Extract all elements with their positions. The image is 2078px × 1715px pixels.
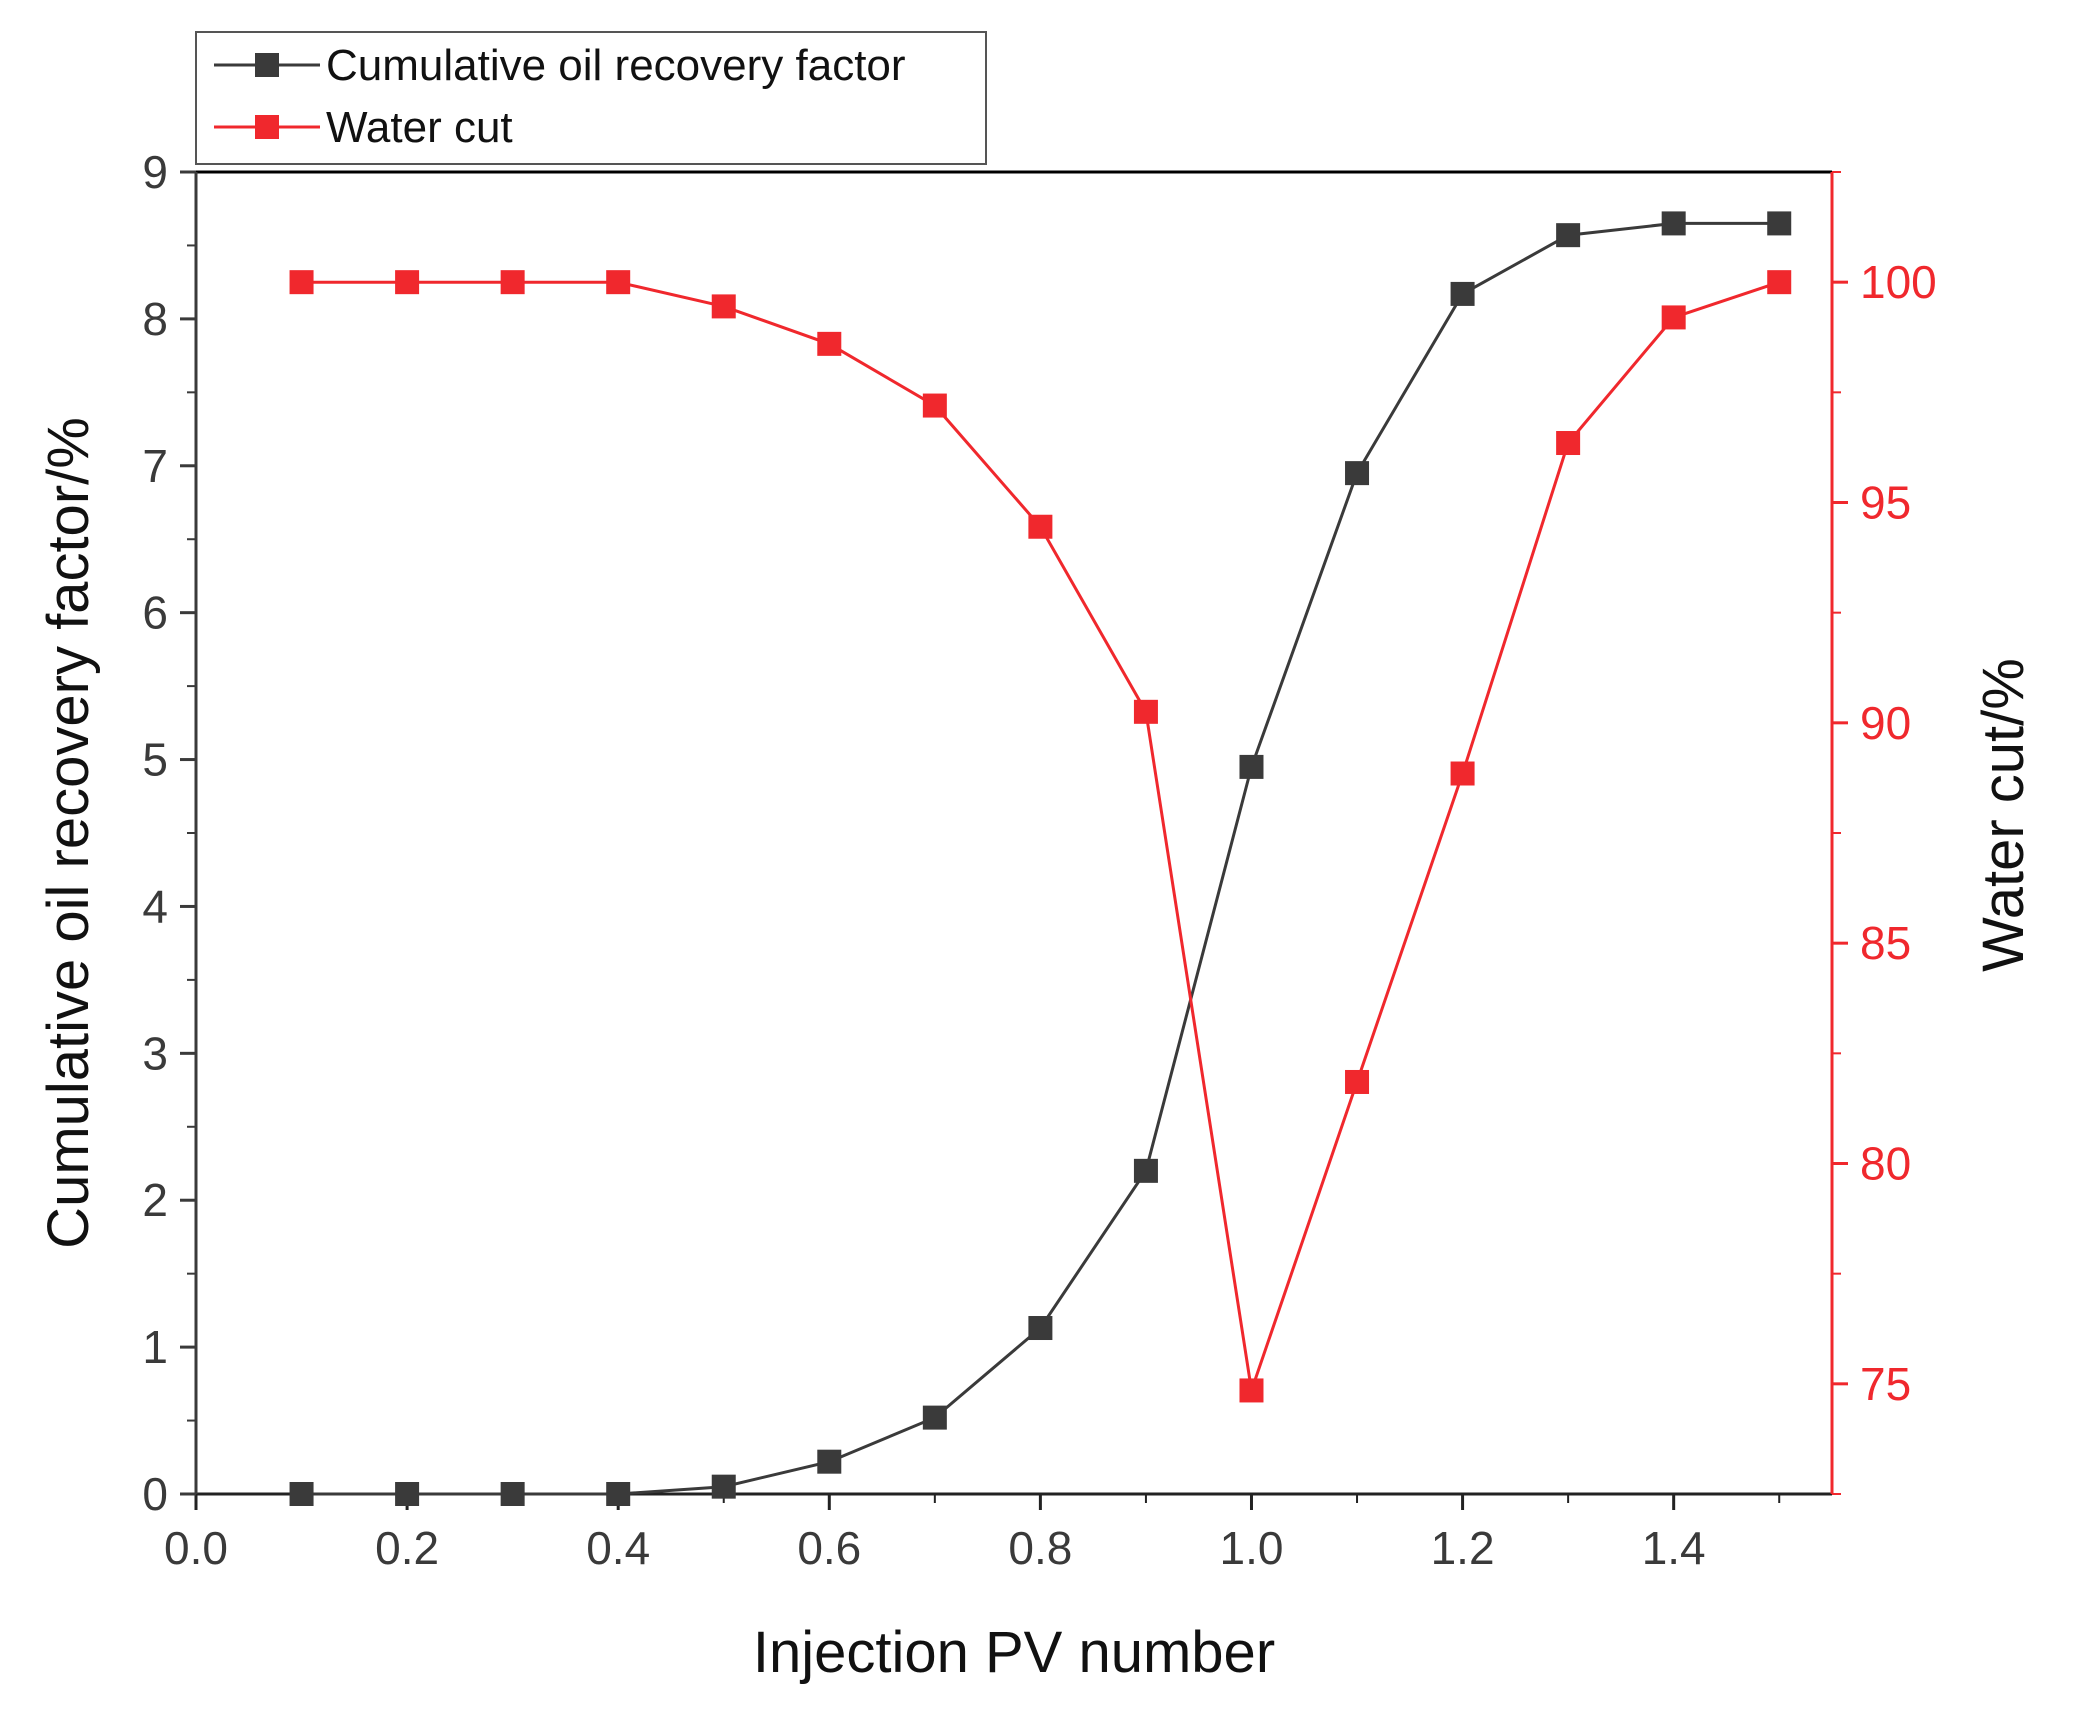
series-1-point	[817, 331, 842, 356]
x-tick-label: 1.0	[1220, 1522, 1284, 1574]
series-0-point	[1345, 461, 1370, 486]
series-1-point	[1661, 305, 1686, 330]
series-0-point	[1239, 754, 1264, 779]
series-1-point	[1133, 699, 1158, 724]
series-0-point	[817, 1449, 842, 1474]
series-0-point	[1133, 1158, 1158, 1183]
series-0-point	[1556, 223, 1581, 248]
series-0-point	[1767, 211, 1792, 236]
legend-label-water-cut: Water cut	[326, 103, 513, 152]
y-tick-label: 3	[142, 1027, 168, 1079]
series-1-point	[500, 270, 525, 295]
x-axis-title: Injection PV number	[753, 1620, 1275, 1685]
series-0-point	[922, 1405, 947, 1430]
series-0-point	[500, 1482, 525, 1506]
y-tick-label: 9	[142, 146, 168, 198]
left-axis-ticks: 0 1 2 3 4 5 6 7 8 9	[142, 146, 196, 1520]
legend-marker-oil-recovery	[255, 53, 279, 77]
y-tick-label: 8	[142, 293, 168, 345]
x-tick-label: 0.8	[1008, 1522, 1072, 1574]
series-layer	[289, 211, 1792, 1506]
series-0-point	[1028, 1316, 1053, 1341]
x-tick-label: 0.0	[164, 1522, 228, 1574]
y2-tick-label: 95	[1860, 477, 1911, 529]
x-axis-ticks: 0.0 0.2 0.4 0.6 0.8 1.0 1.2 1.4	[164, 1494, 1781, 1574]
series-1-point	[1239, 1378, 1264, 1403]
series-0-point	[289, 1482, 314, 1506]
series-1-point	[1345, 1069, 1370, 1094]
x-tick-label: 0.4	[586, 1522, 650, 1574]
series-1-point	[1450, 761, 1475, 786]
series-0-point	[1450, 281, 1475, 306]
y2-tick-label: 85	[1860, 917, 1911, 969]
y-tick-label: 6	[142, 587, 168, 639]
y-tick-label: 4	[142, 880, 168, 932]
series-line-0	[301, 221, 1780, 1496]
right-axis-ticks: 75 80 85 90 95 100	[1832, 171, 1937, 1495]
series-0-point	[711, 1474, 736, 1499]
series-1-point	[922, 393, 947, 418]
x-tick-label: 0.6	[797, 1522, 861, 1574]
x-tick-label: 1.2	[1431, 1522, 1495, 1574]
series-1-point	[1028, 514, 1053, 539]
series-0-point	[606, 1482, 631, 1506]
y-tick-label: 1	[142, 1321, 168, 1373]
series-0-point	[395, 1482, 420, 1506]
legend-label-oil-recovery: Cumulative oil recovery factor	[326, 41, 906, 90]
y2-tick-label: 90	[1860, 697, 1911, 749]
left-axis-title: Cumulative oil recovery factor/%	[36, 417, 101, 1249]
y-tick-label: 7	[142, 440, 168, 492]
y2-tick-label: 100	[1860, 256, 1937, 308]
x-tick-label: 0.2	[375, 1522, 439, 1574]
y-tick-label: 5	[142, 734, 168, 786]
series-1-point	[711, 294, 736, 319]
legend: Cumulative oil recovery factor Water cut	[195, 31, 987, 165]
legend-marker-water-cut	[255, 115, 279, 139]
series-1-point	[395, 270, 420, 295]
series-1-point	[289, 270, 314, 295]
series-1-point	[606, 270, 631, 295]
y2-tick-label: 80	[1860, 1138, 1911, 1190]
y-tick-label: 0	[142, 1468, 168, 1520]
series-1-point	[1556, 431, 1581, 456]
y-tick-label: 2	[142, 1174, 168, 1226]
legend-box	[195, 31, 987, 165]
y2-tick-label: 75	[1860, 1358, 1911, 1410]
series-0-point	[1661, 211, 1686, 236]
x-tick-label: 1.4	[1642, 1522, 1706, 1574]
series-1-point	[1767, 270, 1792, 295]
right-axis-title: Water cut/%	[1971, 658, 2036, 972]
